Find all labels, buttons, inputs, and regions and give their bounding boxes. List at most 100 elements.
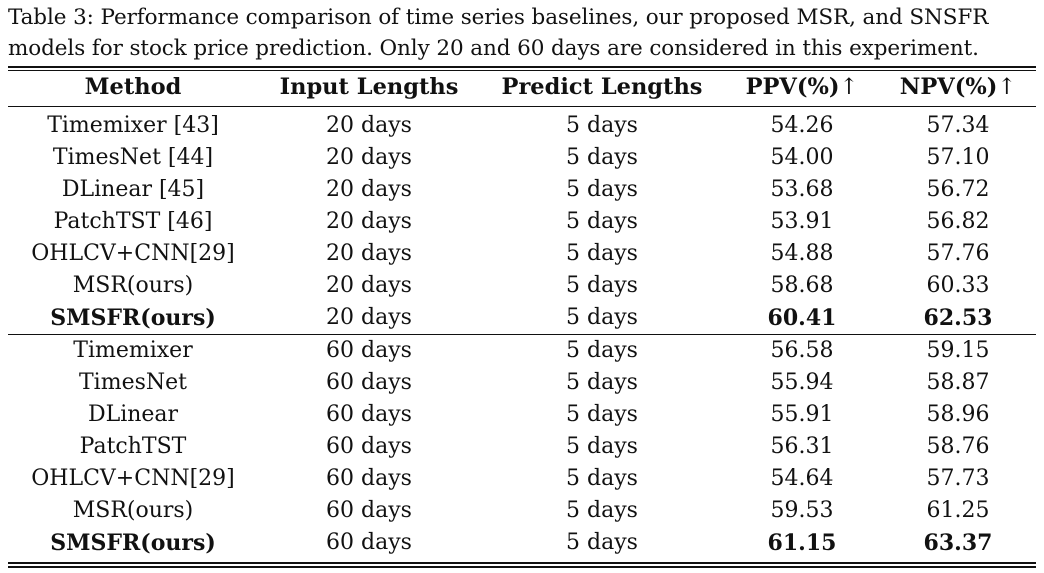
header-npv: NPV(%)↑	[899, 74, 1017, 100]
cell-npv: 56.72	[926, 177, 990, 202]
cell-ppv: 61.15	[767, 530, 837, 556]
up-arrow-icon: ↑	[839, 74, 859, 100]
header-rule	[8, 106, 1036, 108]
cell-ppv: 54.00	[770, 145, 834, 170]
cell-method: SMSFR(ours)	[50, 530, 216, 556]
cell-predict: 5 days	[566, 434, 638, 459]
cell-method: SMSFR(ours)	[50, 305, 216, 331]
cell-npv: 60.33	[926, 273, 990, 298]
bottom-rule	[8, 562, 1036, 564]
cell-npv: 57.76	[926, 241, 990, 266]
up-arrow-icon: ↑	[997, 74, 1017, 100]
table-row: TimesNet [44] 20 days 5 days 54.00 57.10	[0, 143, 1044, 173]
table-row: MSR(ours) 20 days 5 days 58.68 60.33	[0, 271, 1044, 301]
cell-method: PatchTST	[79, 434, 187, 459]
cell-input: 60 days	[326, 338, 412, 363]
cell-npv: 62.53	[923, 305, 993, 331]
cell-npv: 63.37	[923, 530, 993, 556]
caption-line-2: models for stock price prediction. Only …	[8, 36, 979, 61]
cell-ppv: 53.68	[770, 177, 834, 202]
cell-method: Timemixer [43]	[47, 113, 219, 138]
cell-input: 20 days	[326, 241, 412, 266]
table-row: PatchTST 60 days 5 days 56.31 58.76	[0, 432, 1044, 462]
cell-ppv: 60.41	[767, 305, 837, 331]
cell-input: 60 days	[326, 466, 412, 491]
top-rule-inner	[8, 69, 1036, 72]
table-header-row: Method Input Lengths Predict Lengths PPV…	[0, 72, 1044, 102]
header-ppv: PPV(%)↑	[745, 74, 859, 100]
cell-predict: 5 days	[566, 241, 638, 266]
table-row: DLinear 60 days 5 days 55.91 58.96	[0, 400, 1044, 430]
cell-npv: 58.76	[926, 434, 990, 459]
cell-input: 60 days	[326, 530, 412, 555]
table-row: OHLCV+CNN[29] 60 days 5 days 54.64 57.73	[0, 464, 1044, 494]
group-separator-rule	[8, 334, 1036, 336]
header-predict-lengths: Predict Lengths	[501, 74, 703, 100]
table-row-best: SMSFR(ours) 20 days 5 days 60.41 62.53	[0, 303, 1044, 333]
cell-method: MSR(ours)	[72, 498, 194, 523]
cell-ppv: 58.68	[770, 273, 834, 298]
table-row-best: SMSFR(ours) 60 days 5 days 61.15 63.37	[0, 528, 1044, 558]
cell-npv: 58.96	[926, 402, 990, 427]
cell-predict: 5 days	[566, 498, 638, 523]
cell-predict: 5 days	[566, 113, 638, 138]
cell-input: 60 days	[326, 370, 412, 395]
table-row: DLinear [45] 20 days 5 days 53.68 56.72	[0, 175, 1044, 205]
cell-predict: 5 days	[566, 530, 638, 555]
cell-method: PatchTST [46]	[53, 209, 213, 234]
cell-predict: 5 days	[566, 177, 638, 202]
table-row: PatchTST [46] 20 days 5 days 53.91 56.82	[0, 207, 1044, 237]
cell-npv: 61.25	[926, 498, 990, 523]
cell-input: 20 days	[326, 273, 412, 298]
cell-input: 20 days	[326, 113, 412, 138]
cell-predict: 5 days	[566, 370, 638, 395]
header-method: Method	[84, 74, 182, 100]
cell-ppv: 56.58	[770, 338, 834, 363]
caption-line-1: Table 3: Performance comparison of time …	[8, 5, 989, 30]
cell-predict: 5 days	[566, 305, 638, 330]
cell-ppv: 55.91	[770, 402, 834, 427]
cell-predict: 5 days	[566, 402, 638, 427]
cell-predict: 5 days	[566, 338, 638, 363]
cell-ppv: 55.94	[770, 370, 834, 395]
cell-predict: 5 days	[566, 466, 638, 491]
cell-npv: 57.73	[926, 466, 990, 491]
table-caption: Table 3: Performance comparison of time …	[8, 2, 1038, 64]
table-row: MSR(ours) 60 days 5 days 59.53 61.25	[0, 496, 1044, 526]
cell-ppv: 54.88	[770, 241, 834, 266]
cell-method: MSR(ours)	[72, 273, 194, 298]
cell-ppv: 59.53	[770, 498, 834, 523]
cell-npv: 59.15	[926, 338, 990, 363]
cell-npv: 56.82	[926, 209, 990, 234]
cell-npv: 57.10	[926, 145, 990, 170]
cell-method: DLinear [45]	[61, 177, 205, 202]
cell-npv: 57.34	[926, 113, 990, 138]
table-row: Timemixer 60 days 5 days 56.58 59.15	[0, 336, 1044, 366]
cell-input: 20 days	[326, 177, 412, 202]
cell-method: OHLCV+CNN[29]	[31, 241, 235, 266]
cell-predict: 5 days	[566, 145, 638, 170]
table-row: TimesNet 60 days 5 days 55.94 58.87	[0, 368, 1044, 398]
table-row: Timemixer [43] 20 days 5 days 54.26 57.3…	[0, 111, 1044, 141]
cell-ppv: 54.64	[770, 466, 834, 491]
cell-input: 60 days	[326, 434, 412, 459]
cell-npv: 58.87	[926, 370, 990, 395]
top-rule	[8, 66, 1036, 68]
header-input-lengths: Input Lengths	[279, 74, 459, 100]
cell-input: 20 days	[326, 305, 412, 330]
cell-method: TimesNet [44]	[52, 145, 214, 170]
bottom-rule-inner	[8, 566, 1036, 568]
cell-ppv: 56.31	[770, 434, 834, 459]
cell-input: 20 days	[326, 145, 412, 170]
cell-predict: 5 days	[566, 273, 638, 298]
cell-input: 20 days	[326, 209, 412, 234]
table-row: OHLCV+CNN[29] 20 days 5 days 54.88 57.76	[0, 239, 1044, 269]
cell-method: TimesNet	[79, 370, 187, 395]
cell-input: 60 days	[326, 498, 412, 523]
cell-ppv: 53.91	[770, 209, 834, 234]
cell-input: 60 days	[326, 402, 412, 427]
cell-method: Timemixer	[73, 338, 193, 363]
cell-method: DLinear	[87, 402, 179, 427]
cell-ppv: 54.26	[770, 113, 834, 138]
